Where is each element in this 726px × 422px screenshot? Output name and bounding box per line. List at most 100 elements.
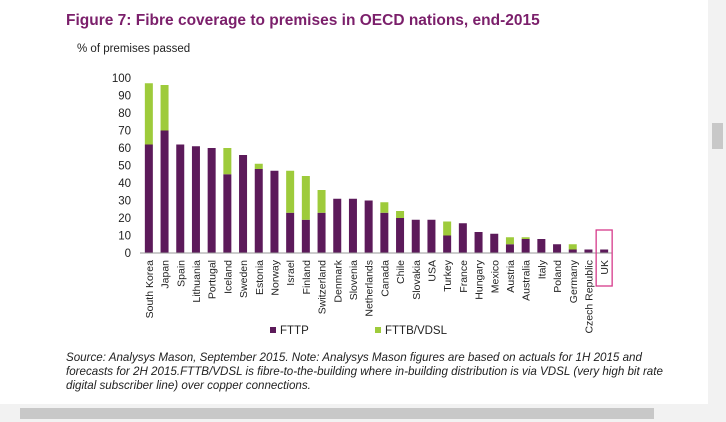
vertical-scrollbar[interactable] [708, 0, 726, 404]
y-axis-label: % of premises passed [77, 43, 190, 55]
y-tick-label: 10 [118, 231, 131, 243]
x-tick-label: Estonia [254, 260, 266, 295]
vertical-scrollbar-thumb[interactable] [712, 123, 723, 149]
x-tick-label: Switzerland [317, 260, 329, 314]
bar-fttb-austria [505, 237, 514, 245]
bar-fttp-slovenia [348, 198, 357, 253]
bar-fttb-finland [301, 176, 310, 220]
bar-fttp-portugal [207, 148, 216, 253]
y-tick-label: 100 [112, 73, 131, 85]
bar-fttp-poland [553, 244, 562, 253]
figure-title: Figure 7: Fibre coverage to premises in … [66, 12, 540, 29]
bar-fttb-iceland [223, 148, 232, 175]
x-axis-labels: South Korea Japan Spain Lithuania Portugal Ic… [144, 259, 611, 333]
y-tick-label: 20 [118, 213, 131, 225]
x-tick-label: Poland [552, 260, 564, 293]
y-tick-label: 0 [125, 248, 131, 260]
legend-fttb-label: FTTB/VDSL [385, 325, 448, 337]
x-tick-label: Norway [269, 259, 281, 295]
x-tick-label: Mexico [489, 260, 501, 293]
bar-fttp-norway [270, 170, 279, 253]
bar-fttp-spain [176, 144, 185, 253]
bar-fttb-israel [286, 170, 295, 213]
x-tick-label: Chile [395, 260, 407, 284]
bar-fttp-japan [160, 130, 169, 253]
bar-fttp-finland [301, 219, 310, 253]
bar-fttp-turkey [443, 235, 452, 253]
chart: % of premises passed 0 10 20 30 40 50 60 70 80 90… [77, 43, 613, 337]
legend-fttb-swatch [375, 327, 381, 333]
x-tick-label: Slovakia [411, 260, 423, 300]
x-tick-label: Finland [301, 260, 313, 295]
bar-fttb-estonia [254, 163, 263, 169]
bar-fttb-turkey [443, 221, 452, 236]
x-tick-label: Austria [505, 260, 517, 293]
bar-fttp-australia [521, 239, 530, 253]
x-tick-label: Slovenia [348, 260, 360, 300]
bar-fttp-chile [396, 218, 405, 253]
bar-fttp-france [458, 223, 467, 253]
bar-fttb-japan [160, 85, 169, 131]
bar-fttp-switzerland [317, 212, 326, 253]
bar-fttp-austria [505, 244, 514, 253]
x-tick-label: Iceland [222, 260, 234, 294]
bar-fttp-canada [380, 212, 389, 253]
y-tick-label: 70 [118, 126, 131, 138]
y-tick-label: 30 [118, 196, 131, 208]
x-tick-label: Israel [285, 260, 297, 286]
y-axis: 0 10 20 30 40 50 60 70 80 90 100 [112, 73, 131, 260]
bar-fttb-canada [380, 202, 389, 213]
bar-fttp-denmark [333, 198, 342, 253]
legend-fttp-label: FTTP [280, 325, 309, 337]
bar-fttp-czech-republic [584, 249, 593, 253]
bar-fttb-germany [568, 244, 577, 250]
bar-fttb-south-korea [144, 83, 153, 145]
bar-fttp-italy [537, 239, 546, 253]
y-tick-label: 80 [118, 108, 131, 120]
horizontal-scrollbar-thumb[interactable] [20, 408, 654, 419]
x-tick-label: Japan [160, 260, 172, 289]
y-tick-label: 50 [118, 161, 131, 173]
y-tick-label: 90 [118, 91, 131, 103]
bar-fttp-netherlands [364, 200, 373, 253]
source-note: Source: Analysys Mason, September 2015. … [66, 351, 663, 392]
bar-fttp-lithuania [191, 146, 200, 253]
bar-fttp-usa [427, 219, 436, 253]
bar-fttp-iceland [223, 174, 232, 253]
x-tick-label: Lithuania [191, 260, 203, 303]
x-tick-label: Australia [521, 260, 533, 301]
bar-fttp-germany [568, 249, 577, 253]
x-tick-label: Portugal [207, 260, 219, 299]
bar-fttb-australia [521, 237, 530, 239]
uk-highlight-box [595, 229, 613, 287]
x-tick-label: Italy [536, 259, 548, 279]
bar-fttp-mexico [490, 233, 499, 253]
x-tick-label: South Korea [144, 260, 156, 319]
x-tick-label: Spain [175, 260, 187, 287]
x-tick-label: Turkey [442, 259, 454, 291]
x-tick-label: Sweden [238, 260, 250, 298]
x-tick-label: Germany [568, 259, 580, 303]
bar-fttb-switzerland [317, 190, 326, 213]
bars [144, 83, 609, 253]
x-tick-label: Czech Republic [583, 260, 595, 334]
bar-fttp-sweden [239, 155, 248, 253]
bar-fttb-chile [396, 211, 405, 218]
bar-fttp-slovakia [411, 219, 420, 253]
bar-fttp-hungary [474, 232, 483, 253]
y-tick-label: 60 [118, 143, 131, 155]
x-tick-label: France [458, 260, 470, 293]
bar-fttp-uk [600, 249, 609, 253]
x-tick-label: USA [426, 260, 438, 282]
legend: FTTP FTTB/VDSL [270, 325, 448, 337]
legend-fttp-swatch [270, 327, 276, 333]
x-tick-label: Denmark [332, 259, 344, 302]
x-tick-label: UK [599, 260, 611, 275]
bar-fttp-israel [286, 212, 295, 253]
bar-fttp-estonia [254, 169, 263, 253]
x-tick-label: Canada [379, 260, 391, 297]
y-tick-label: 40 [118, 178, 131, 190]
x-tick-label: Netherlands [364, 260, 376, 317]
x-tick-label: Hungary [474, 259, 486, 299]
bar-fttp-south-korea [144, 144, 153, 253]
